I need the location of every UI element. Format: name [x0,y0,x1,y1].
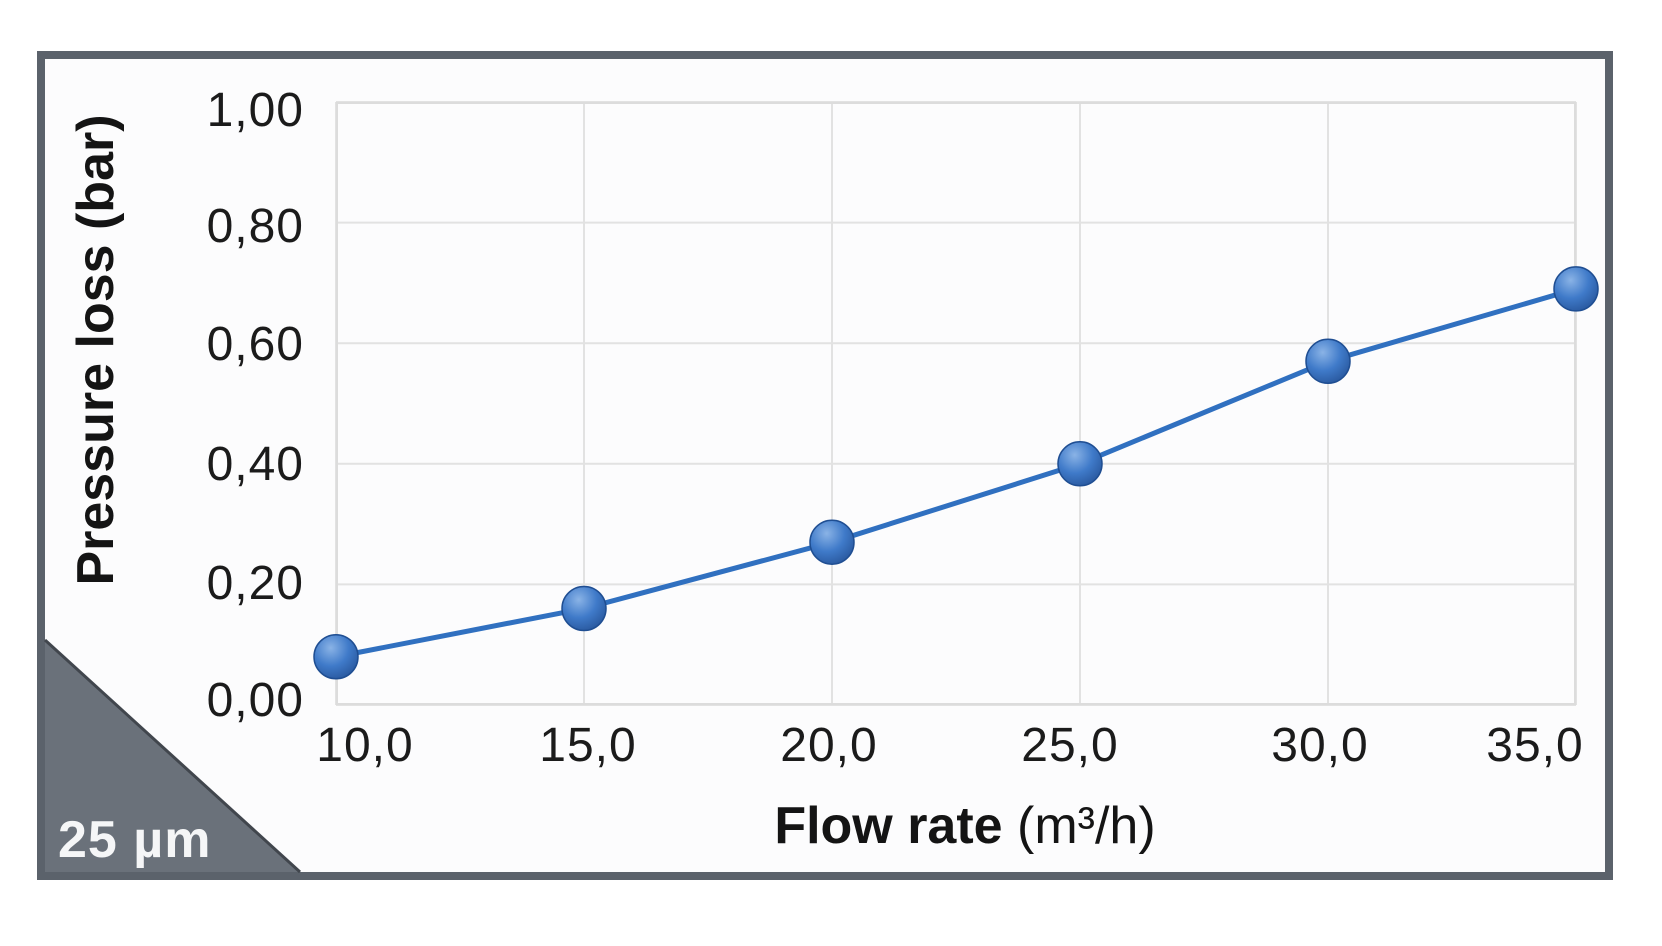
y-tick-label: 0,20 [206,557,304,611]
x-tick-label: 35,0 [1486,719,1584,772]
x-tick-label: 10,0 [316,719,414,772]
x-axis-title: Flow rate (m³/h) [774,796,1155,856]
x-axis-title-unit: (m³/h) [1017,797,1156,855]
line-chart-plot-area [313,101,1599,706]
y-tick-label: 0,00 [206,674,304,727]
y-axis-title: Pressure loss (bar) [67,114,125,586]
data-point-marker [1553,266,1599,312]
data-point-marker [1305,338,1351,385]
y-tick-label: 0,60 [206,318,304,372]
x-tick-label: 25,0 [1021,719,1119,772]
x-axis-title-name: Flow rate [774,797,1003,855]
x-axis-title-space [1003,797,1017,855]
data-point-marker [561,585,607,632]
y-tick-label: 1,00 [206,84,304,137]
data-point-marker [313,634,359,680]
x-tick-label: 20,0 [780,719,878,772]
badge-label: 25 µm [58,811,212,869]
series-line [333,286,1579,660]
y-tick-label: 0,40 [206,437,304,491]
data-point-marker [1057,441,1103,487]
data-point-marker [809,519,855,565]
x-tick-label: 15,0 [539,719,637,772]
y-tick-label: 0,80 [206,199,304,253]
x-tick-label: 30,0 [1271,719,1369,772]
